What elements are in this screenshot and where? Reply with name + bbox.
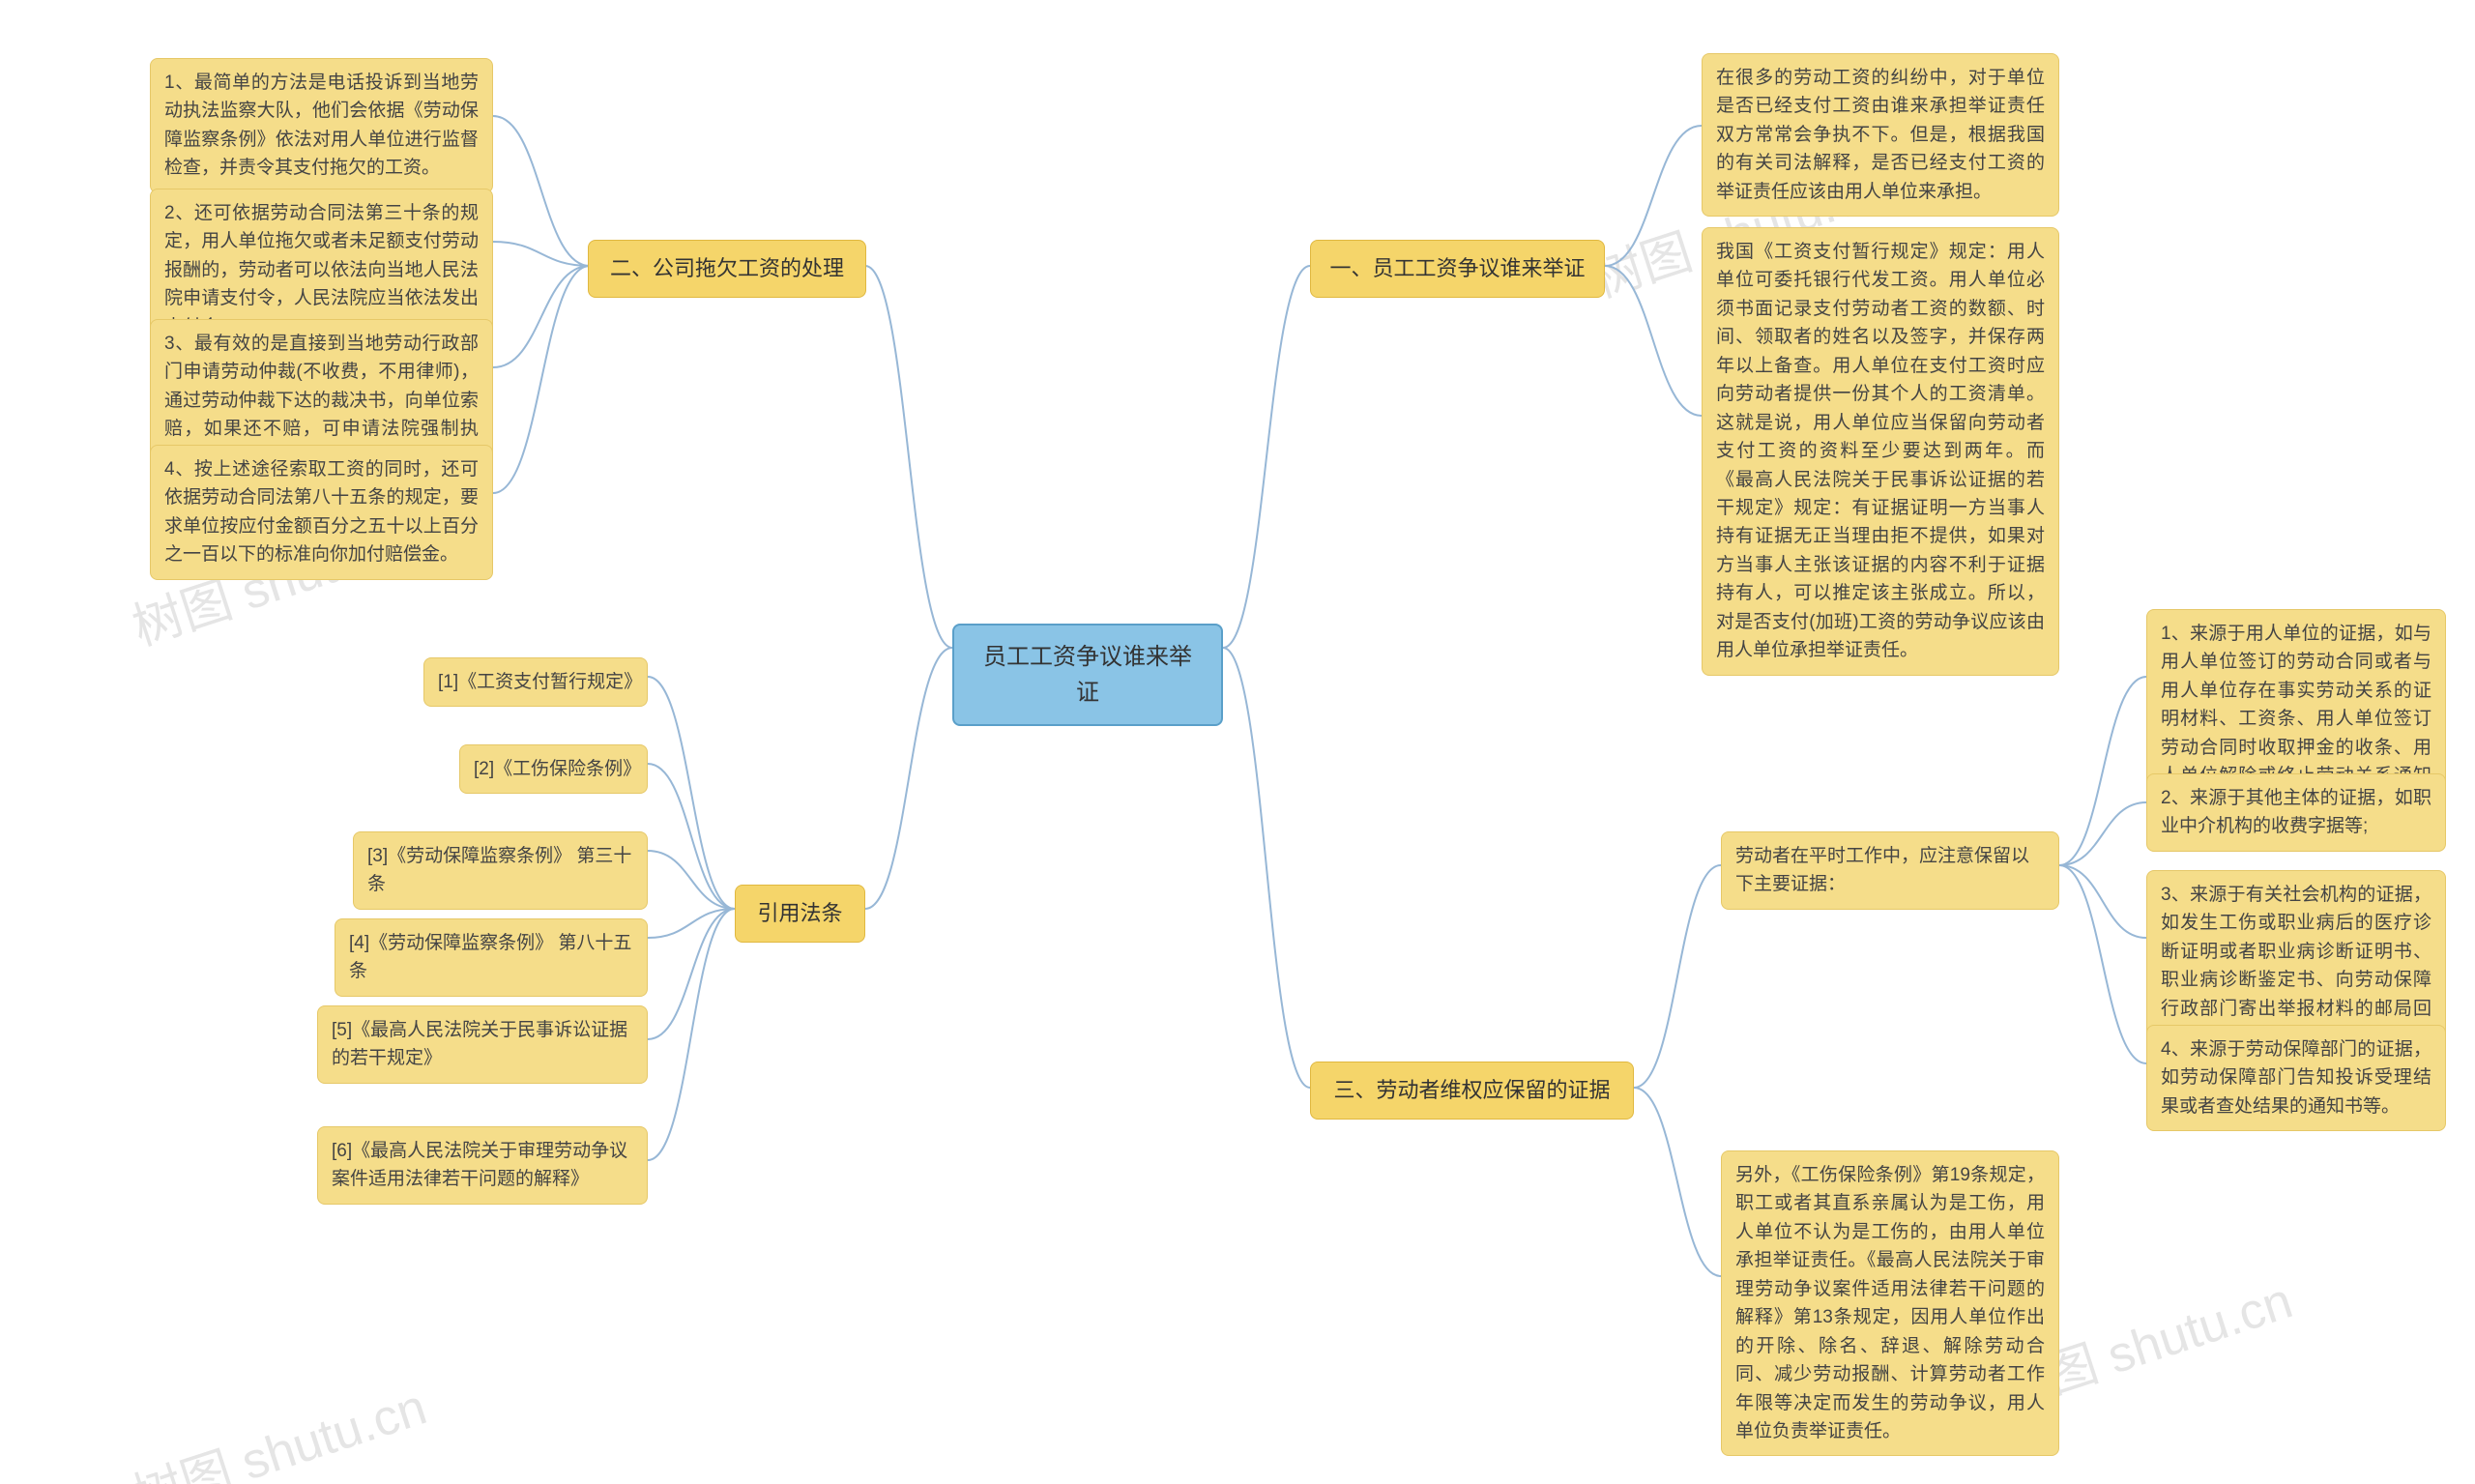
branch-4-leaf-4: [4]《劳动保障监察条例》 第八十五条 (335, 918, 648, 997)
branch-3[interactable]: 三、劳动者维权应保留的证据 (1310, 1062, 1634, 1120)
branch-2-leaf-1: 1、最简单的方法是电话投诉到当地劳动执法监察大队，他们会依据《劳动保障监察条例》… (150, 58, 493, 193)
branch-4-leaf-5: [5]《最高人民法院关于民事诉讼证据的若干规定》 (317, 1005, 648, 1084)
watermark: 树图 shutu.cn (122, 1366, 434, 1484)
branch-1-leaf-2: 我国《工资支付暂行规定》规定：用人单位可委托银行代发工资。用人单位必须书面记录支… (1702, 227, 2059, 676)
branch-2[interactable]: 二、公司拖欠工资的处理 (588, 240, 866, 298)
branch-3-leaf-2: 2、来源于其他主体的证据，如职业中介机构的收费字据等; (2146, 773, 2446, 852)
branch-4-leaf-6: [6]《最高人民法院关于审理劳动争议案件适用法律若干问题的解释》 (317, 1126, 648, 1205)
branch-2-leaf-4: 4、按上述途径索取工资的同时，还可依据劳动合同法第八十五条的规定，要求单位按应付… (150, 445, 493, 580)
branch-3-sub: 劳动者在平时工作中，应注意保留以下主要证据： (1721, 831, 2059, 910)
branch-4-leaf-3: [3]《劳动保障监察条例》 第三十条 (353, 831, 648, 910)
branch-4[interactable]: 引用法条 (735, 885, 865, 943)
branch-3-leaf-5: 另外，《工伤保险条例》第19条规定，职工或者其直系亲属认为是工伤，用人单位不认为… (1721, 1150, 2059, 1456)
branch-1[interactable]: 一、员工工资争议谁来举证 (1310, 240, 1605, 298)
root-node[interactable]: 员工工资争议谁来举证 (952, 624, 1223, 726)
branch-1-leaf-1: 在很多的劳动工资的纠纷中，对于单位是否已经支付工资由谁来承担举证责任双方常常会争… (1702, 53, 2059, 217)
branch-4-leaf-2: [2]《工伤保险条例》 (459, 744, 648, 794)
branch-3-leaf-4: 4、来源于劳动保障部门的证据，如劳动保障部门告知投诉受理结果或者查处结果的通知书… (2146, 1025, 2446, 1131)
branch-4-leaf-1: [1]《工资支付暂行规定》 (423, 657, 648, 707)
